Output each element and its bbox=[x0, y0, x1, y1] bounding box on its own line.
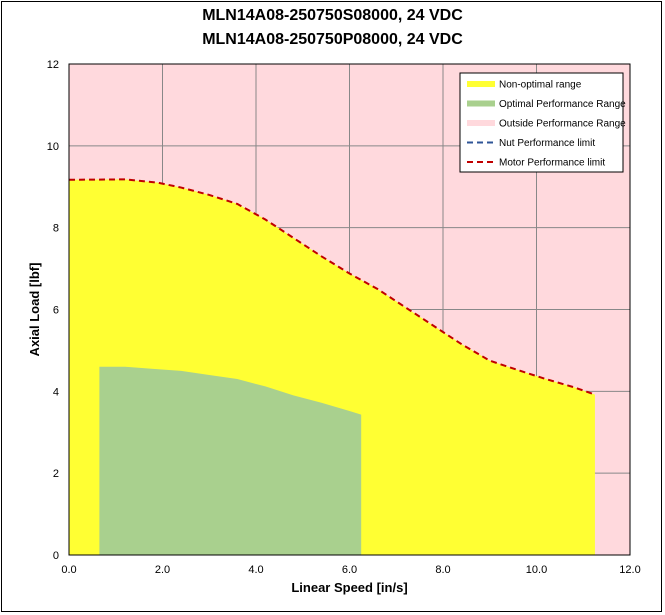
plot-border bbox=[68, 63, 631, 556]
legend-label: Nut Performance limit bbox=[499, 138, 595, 149]
x-tick-label: 4.0 bbox=[248, 564, 263, 576]
legend-label: Motor Performance limit bbox=[499, 158, 605, 169]
y-tick-label: 12 bbox=[47, 59, 59, 71]
area-optimal-performance-range bbox=[99, 366, 362, 555]
chart-title-line-2: MLN14A08-250750P08000, 24 VDC bbox=[202, 31, 463, 48]
y-axis-ticks: 0 2 4 6 8 10 12 bbox=[47, 59, 59, 562]
x-tick-label: 0.0 bbox=[61, 564, 76, 576]
x-tick-label: 10.0 bbox=[526, 564, 547, 576]
y-tick-label: 4 bbox=[53, 386, 59, 398]
x-tick-label: 6.0 bbox=[342, 564, 357, 576]
legend-label: Optimal Performance Range bbox=[499, 99, 626, 110]
x-tick-label: 12.0 bbox=[619, 564, 640, 576]
line-motor-performance-limit bbox=[68, 178, 596, 396]
x-tick-label: 8.0 bbox=[435, 564, 450, 576]
y-tick-label: 6 bbox=[53, 305, 59, 317]
x-axis-label: Linear Speed [in/s] bbox=[291, 580, 407, 595]
x-axis-ticks: 0.0 2.0 4.0 6.0 8.0 10.0 12.0 bbox=[61, 564, 640, 576]
legend-label: Outside Performance Range bbox=[499, 119, 626, 130]
y-tick-label: 0 bbox=[53, 550, 59, 562]
y-tick-label: 8 bbox=[53, 223, 59, 235]
y-axis-label: Axial Load [lbf] bbox=[27, 263, 42, 357]
y-tick-label: 2 bbox=[53, 468, 59, 480]
legend: Non-optimal range Optimal Performance Ran… bbox=[459, 72, 626, 173]
x-tick-label: 2.0 bbox=[155, 564, 170, 576]
y-tick-label: 10 bbox=[47, 141, 59, 153]
chart-title-line-1: MLN14A08-250750S08000, 24 VDC bbox=[202, 7, 463, 24]
legend-label: Non-optimal range bbox=[499, 80, 582, 91]
